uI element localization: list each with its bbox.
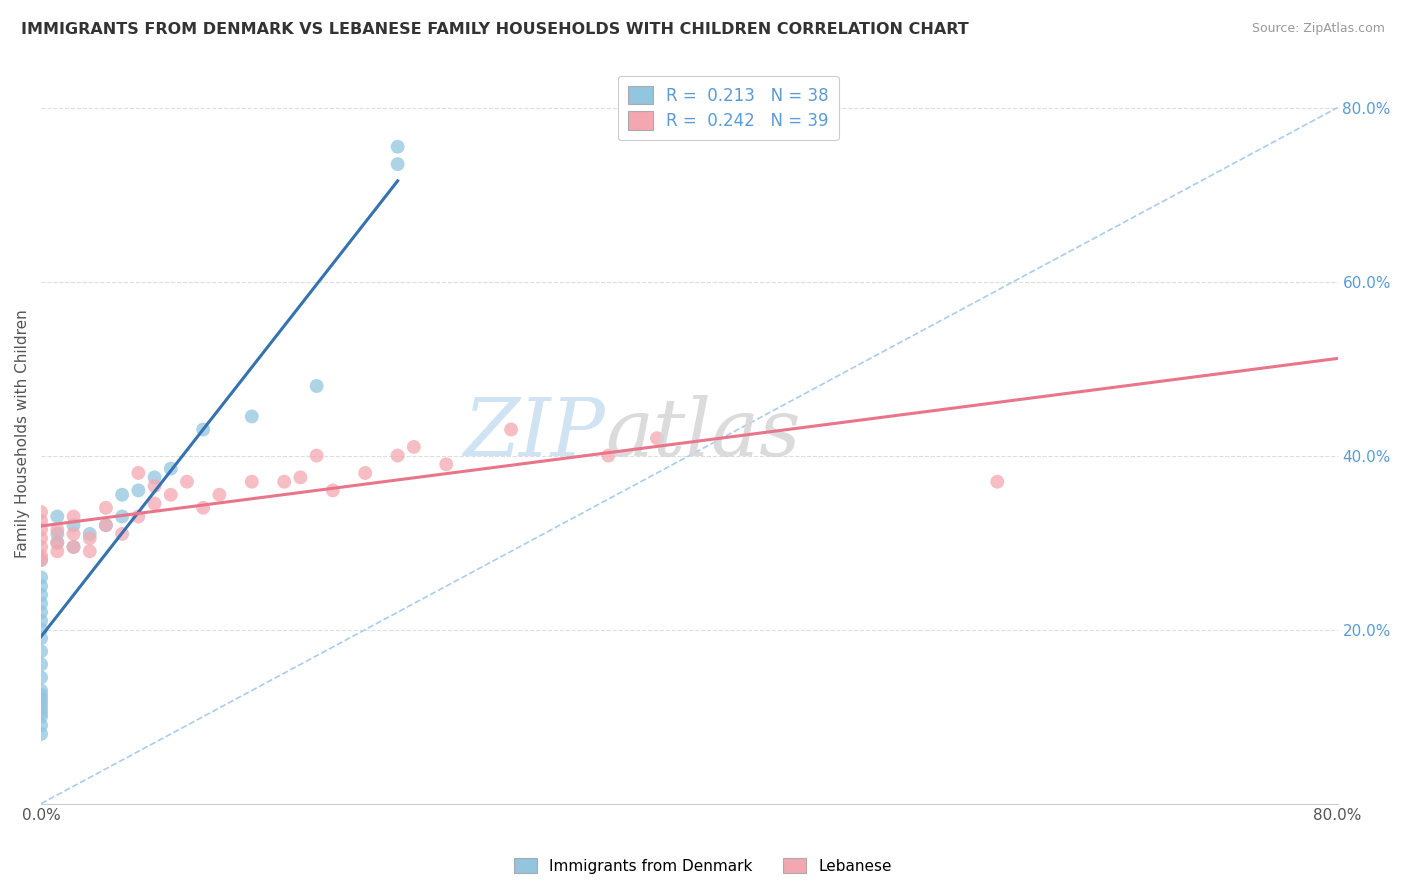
Point [30,605,52,619]
Point [645,431,668,445]
Point [30,718,52,732]
Point [30,683,52,698]
Point [46,527,69,541]
Point [143,479,166,493]
Point [46,535,69,549]
Legend: Immigrants from Denmark, Lebanese: Immigrants from Denmark, Lebanese [508,852,898,880]
Point [387,449,409,463]
Point [94,518,117,533]
Point [208,488,231,502]
Point [30,623,52,637]
Point [387,157,409,171]
Point [30,705,52,719]
Point [434,458,457,472]
Text: atlas: atlas [605,395,800,473]
Point [127,466,149,480]
Point [159,488,181,502]
Point [62,527,84,541]
Point [30,701,52,715]
Point [290,470,312,484]
Point [46,523,69,537]
Point [30,549,52,563]
Point [30,597,52,611]
Point [30,657,52,672]
Text: IMMIGRANTS FROM DENMARK VS LEBANESE FAMILY HOUSEHOLDS WITH CHILDREN CORRELATION : IMMIGRANTS FROM DENMARK VS LEBANESE FAMI… [21,22,969,37]
Point [62,518,84,533]
Point [62,540,84,554]
Point [30,588,52,602]
Point [62,540,84,554]
Point [30,709,52,723]
Text: Source: ZipAtlas.com: Source: ZipAtlas.com [1251,22,1385,36]
Point [46,544,69,558]
Point [354,466,377,480]
Point [46,535,69,549]
Point [501,422,523,436]
Point [30,670,52,684]
Point [127,509,149,524]
Point [79,531,101,545]
Point [598,449,620,463]
Point [79,544,101,558]
Point [30,614,52,628]
Point [94,518,117,533]
Point [62,509,84,524]
Point [94,500,117,515]
Point [30,514,52,528]
Point [30,692,52,706]
Point [143,470,166,484]
Point [30,727,52,741]
Point [46,509,69,524]
Text: ZIP: ZIP [464,395,605,473]
Point [111,488,134,502]
Point [30,553,52,567]
Point [240,409,263,424]
Point [30,632,52,646]
Point [79,527,101,541]
Point [193,422,215,436]
Point [30,644,52,658]
Y-axis label: Family Households with Children: Family Households with Children [15,310,30,558]
Point [240,475,263,489]
Point [30,540,52,554]
Point [305,379,328,393]
Point [30,523,52,537]
Point [30,688,52,702]
Point [30,553,52,567]
Point [111,527,134,541]
Point [159,461,181,475]
Point [986,475,1008,489]
Point [402,440,425,454]
Point [176,475,198,489]
Legend: R =  0.213   N = 38, R =  0.242   N = 39: R = 0.213 N = 38, R = 0.242 N = 39 [617,76,839,140]
Point [305,449,328,463]
Point [111,509,134,524]
Point [193,500,215,515]
Point [322,483,344,498]
Point [30,531,52,545]
Point [30,697,52,711]
Point [30,570,52,584]
Point [30,505,52,519]
Point [387,139,409,153]
Point [127,483,149,498]
Point [273,475,295,489]
Point [143,496,166,510]
Point [30,579,52,593]
